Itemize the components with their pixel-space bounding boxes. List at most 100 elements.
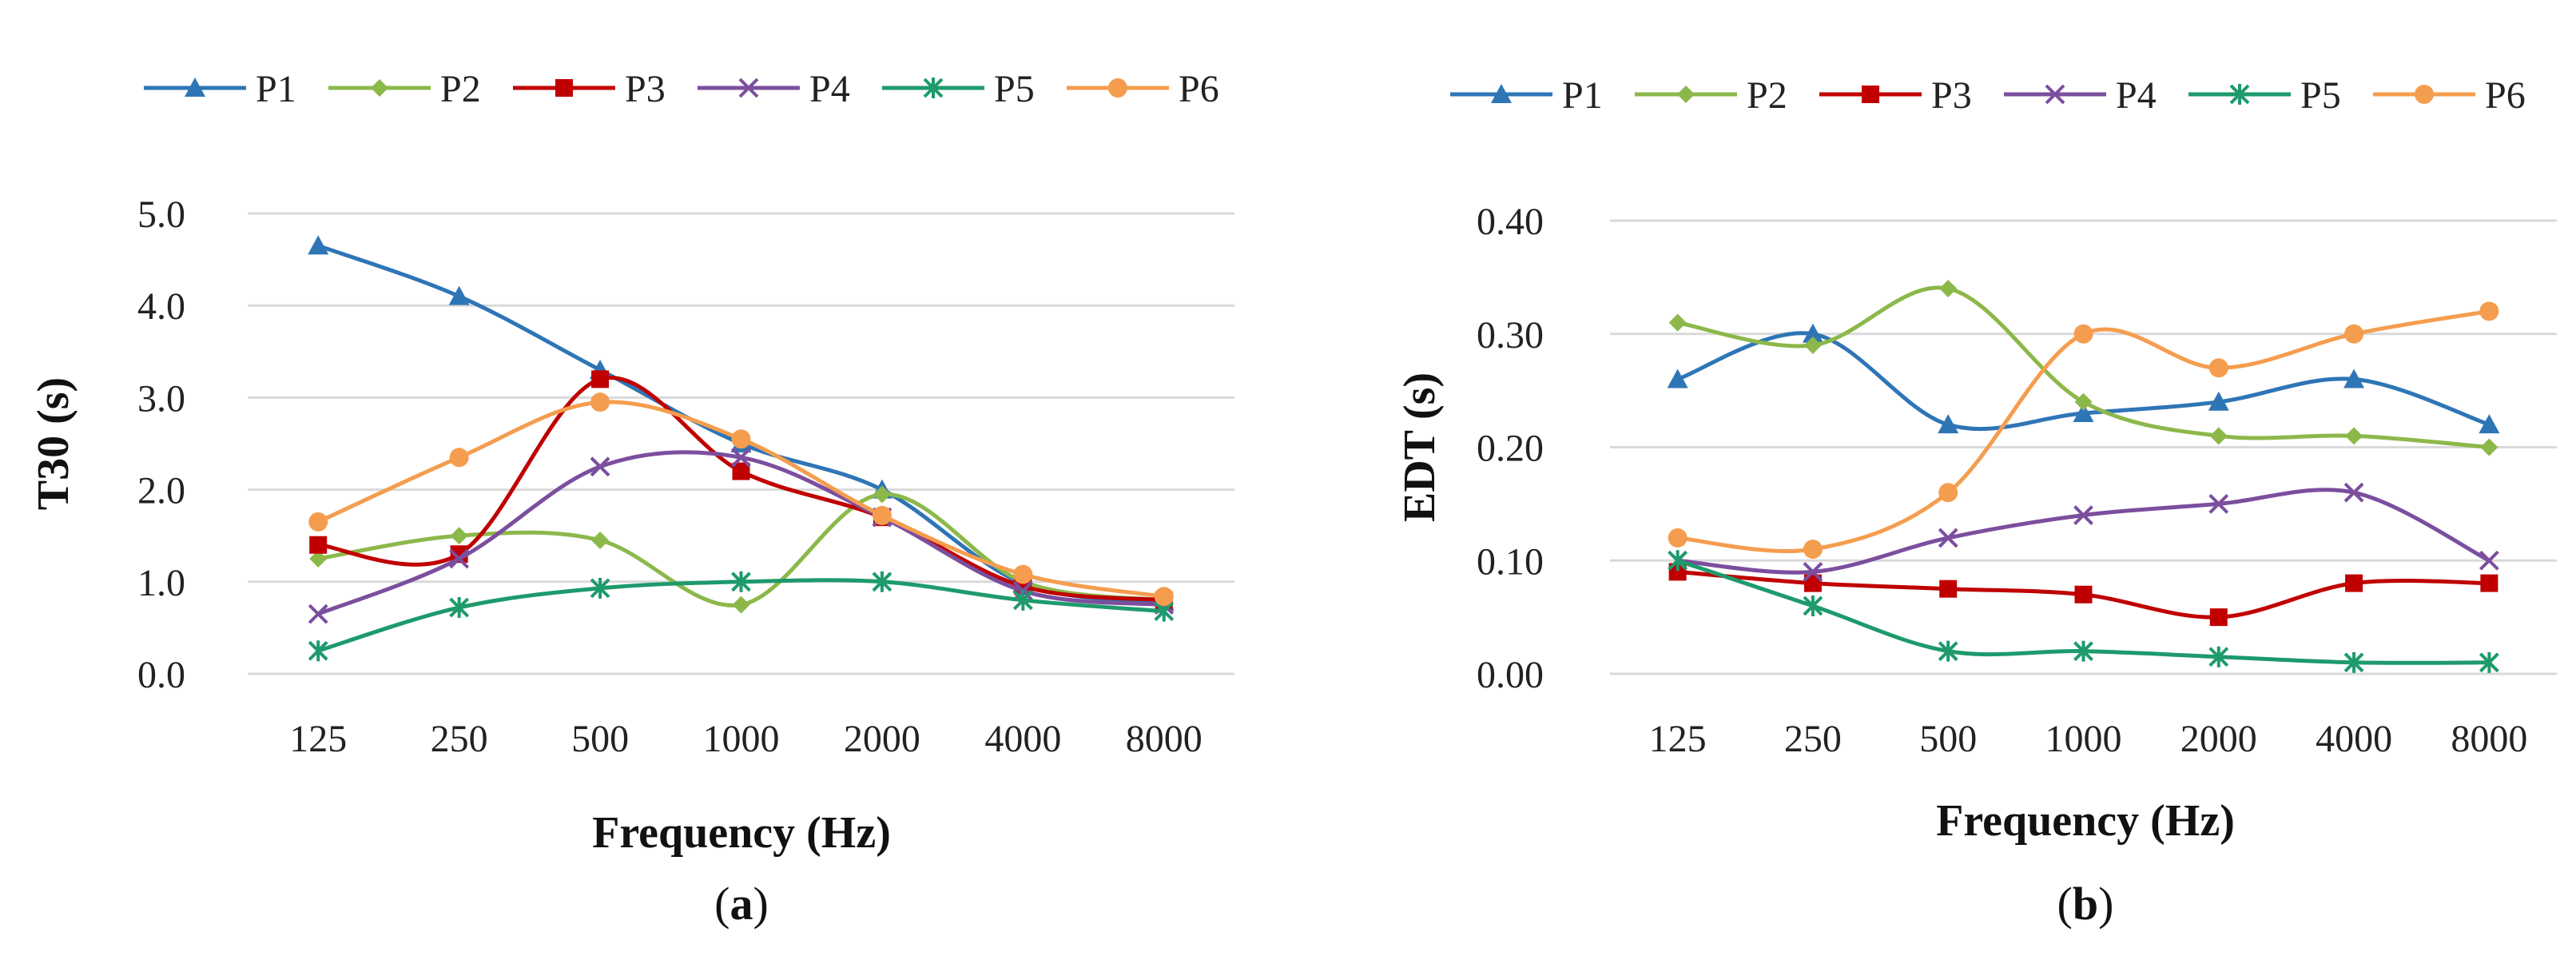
- data-point: [1803, 540, 1823, 560]
- data-point: [1803, 336, 1822, 354]
- data-point: [732, 462, 750, 480]
- data-point: [2073, 505, 2093, 525]
- data-point: [1668, 528, 1688, 548]
- data-point: [1938, 640, 1958, 662]
- x-tick-label: 250: [431, 718, 488, 760]
- data-point: [732, 596, 750, 614]
- data-point: [2073, 324, 2093, 344]
- data-point: [590, 392, 610, 412]
- data-point: [2479, 301, 2499, 321]
- legend-label: P3: [625, 68, 666, 110]
- legend-marker: [555, 79, 573, 97]
- legend-entry: P3: [1819, 74, 1972, 117]
- data-point: [1012, 589, 1033, 611]
- data-point: [1939, 280, 1958, 298]
- data-point: [872, 571, 892, 592]
- legend-marker: [1677, 86, 1695, 103]
- data-point: [2209, 608, 2228, 627]
- legend-label: P1: [1562, 74, 1603, 117]
- data-point: [1013, 564, 1033, 584]
- series-p1: [1667, 323, 2500, 434]
- y-tick-label: 4.0: [137, 285, 185, 328]
- legend-marker: [923, 78, 944, 98]
- data-point: [2208, 391, 2229, 411]
- legend-marker: [2045, 84, 2065, 105]
- data-point: [2480, 438, 2498, 456]
- x-tick-label: 500: [571, 718, 629, 760]
- y-tick-label: 3.0: [137, 377, 185, 420]
- data-point: [450, 527, 468, 545]
- data-point: [2345, 574, 2363, 592]
- legend-label: P5: [994, 68, 1035, 110]
- legend-entry: P1: [144, 68, 296, 110]
- panel-letter: b: [2073, 878, 2098, 930]
- data-point: [1154, 587, 1174, 607]
- y-tick-label: 0.10: [1477, 540, 1544, 583]
- legend-entry: P4: [698, 68, 850, 110]
- data-point: [309, 536, 328, 554]
- x-tick-label: 4000: [2316, 718, 2392, 760]
- chart-edt: 0.00 0.10 0.20 0.30 0.40 125 250 500 1000 2000 400…: [1395, 74, 2557, 930]
- legend-marker: [371, 79, 388, 97]
- legend-entry: P1: [1450, 74, 1603, 117]
- data-point: [591, 370, 610, 388]
- x-axis-title: Frequency (Hz): [1936, 796, 2235, 846]
- data-point: [590, 577, 610, 599]
- data-point: [309, 550, 328, 568]
- data-point: [308, 603, 328, 624]
- data-point: [2208, 493, 2229, 514]
- data-point: [449, 548, 470, 569]
- legend-marker: [2415, 85, 2434, 104]
- y-tick-label: 0.20: [1477, 428, 1544, 470]
- legend-marker: [1108, 78, 1127, 98]
- legend-label: P2: [1747, 74, 1787, 117]
- data-point: [731, 571, 751, 592]
- y-tick-label: 0.0: [137, 654, 185, 696]
- data-point: [1803, 595, 1823, 616]
- data-point: [2343, 368, 2365, 388]
- y-tick-label: 5.0: [137, 193, 185, 236]
- data-point: [2479, 550, 2499, 571]
- series-line: [317, 243, 1165, 604]
- data-point: [1803, 574, 1822, 592]
- series-p6: [1668, 301, 2499, 560]
- x-tick-label: 500: [1919, 718, 1977, 760]
- y-tick-label: 0.40: [1477, 201, 1544, 243]
- y-axis-title: EDT (s): [1395, 372, 1445, 522]
- legend-entry: P6: [2373, 74, 2526, 117]
- data-point: [308, 512, 328, 532]
- legend-label: P3: [1931, 74, 1972, 117]
- data-point: [2343, 651, 2364, 673]
- legend-label: P4: [809, 68, 850, 110]
- data-point: [2345, 427, 2363, 445]
- x-tick-label: 2000: [2180, 718, 2257, 760]
- data-point: [1667, 368, 1688, 388]
- y-axis-title: T30 (s): [29, 377, 78, 510]
- panel-letter: a: [730, 878, 753, 930]
- data-point: [1668, 563, 1687, 581]
- legend-marker: [1862, 86, 1879, 103]
- data-point: [308, 235, 329, 255]
- legend-label: P6: [1179, 68, 1219, 110]
- panel-caption: (a): [714, 878, 769, 930]
- data-point: [590, 456, 610, 477]
- data-point: [1939, 580, 1958, 598]
- data-point: [449, 448, 469, 468]
- x-tick-label: 4000: [984, 718, 1061, 760]
- legend-entry: P3: [513, 68, 666, 110]
- data-point: [2208, 358, 2228, 378]
- series-p4: [1668, 482, 2499, 582]
- series-p1: [308, 235, 1175, 611]
- x-tick-label: 1000: [703, 718, 780, 760]
- y-tick-label: 1.0: [137, 562, 185, 604]
- panel-caption: (b): [2057, 878, 2114, 930]
- data-point: [731, 429, 751, 449]
- data-point: [2209, 427, 2228, 445]
- data-point: [1803, 562, 1823, 582]
- series-line: [1677, 285, 2490, 449]
- data-point: [2073, 402, 2094, 422]
- data-point: [2073, 640, 2093, 662]
- legend-entry: P5: [2188, 74, 2341, 117]
- legend-entry: P4: [2004, 74, 2157, 117]
- data-point: [1938, 483, 1958, 503]
